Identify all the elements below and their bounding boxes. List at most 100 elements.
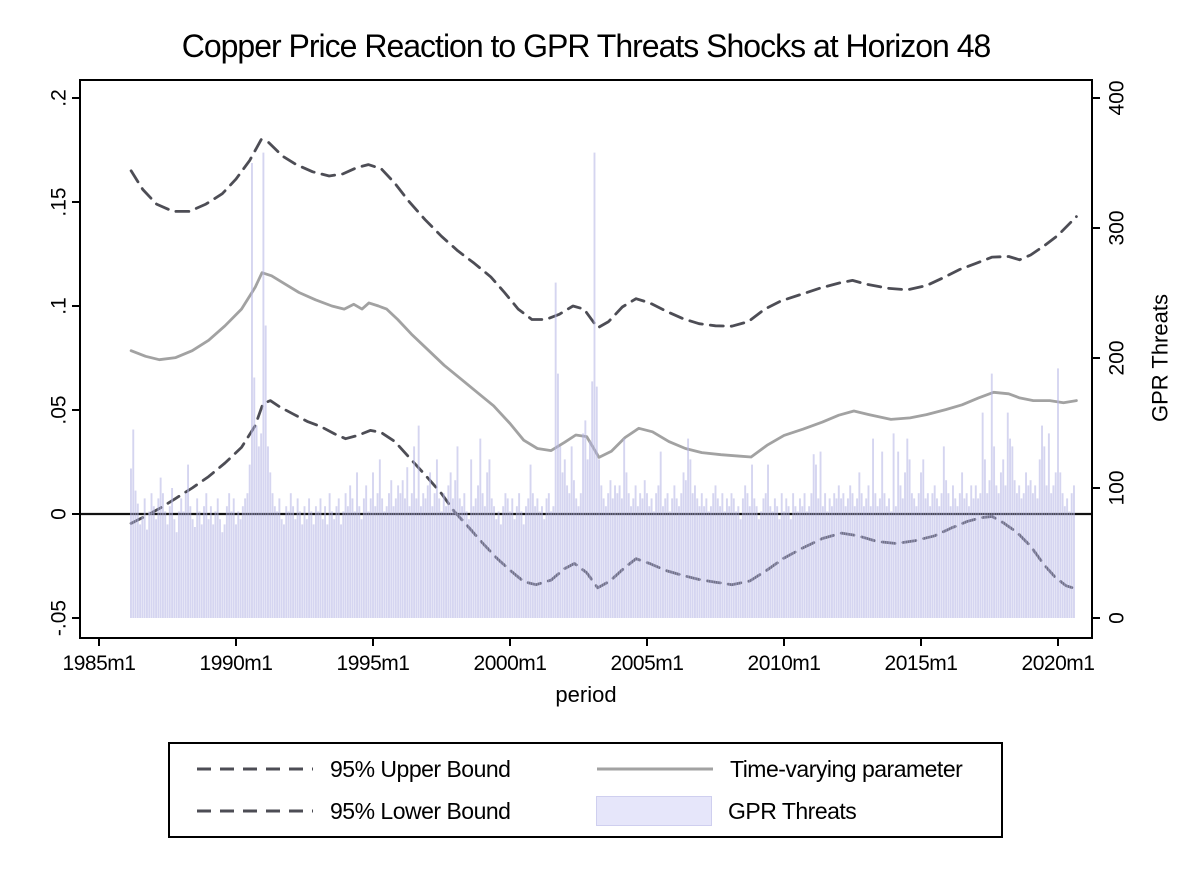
bar xyxy=(273,506,276,618)
bar xyxy=(657,485,660,618)
bar xyxy=(205,493,208,618)
solid-line-sample-icon xyxy=(597,767,713,771)
bar xyxy=(570,446,573,618)
bar xyxy=(520,511,523,618)
bar xyxy=(433,493,436,618)
bar xyxy=(267,446,269,618)
bar xyxy=(648,506,651,618)
bar xyxy=(182,511,185,618)
bar xyxy=(353,511,356,618)
bar xyxy=(719,506,722,618)
bar xyxy=(563,459,566,618)
bar xyxy=(892,433,895,618)
bar xyxy=(687,438,690,618)
bar xyxy=(853,506,856,618)
bar xyxy=(264,325,267,618)
bar xyxy=(175,532,178,618)
bar xyxy=(474,498,477,618)
bar xyxy=(598,459,600,618)
bar xyxy=(187,464,189,618)
bar xyxy=(707,511,710,618)
y-right-axis-title: GPR Threats xyxy=(1148,294,1173,422)
bar xyxy=(821,506,824,618)
bar xyxy=(810,493,813,618)
bar xyxy=(481,493,484,618)
bar xyxy=(691,493,694,618)
bar xyxy=(506,498,509,618)
bar xyxy=(678,506,680,618)
bar xyxy=(767,464,769,618)
bar xyxy=(949,506,952,618)
bar xyxy=(212,524,215,618)
bar xyxy=(942,446,945,618)
bar xyxy=(956,506,959,618)
chart-title: Copper Price Reaction to GPR Threats Sho… xyxy=(181,28,992,64)
bar xyxy=(755,506,758,618)
bar xyxy=(207,519,210,618)
bar xyxy=(741,498,744,618)
bar xyxy=(230,511,233,618)
bar xyxy=(801,506,804,618)
bar xyxy=(1027,485,1030,618)
bar xyxy=(246,493,249,618)
bar xyxy=(1009,438,1011,618)
bar xyxy=(550,511,553,618)
bar xyxy=(1038,459,1041,618)
bar xyxy=(915,506,918,618)
bar xyxy=(579,493,582,618)
bar xyxy=(607,493,610,618)
bar xyxy=(764,493,767,618)
bar xyxy=(732,498,735,618)
bar xyxy=(472,506,475,618)
bar xyxy=(799,498,801,618)
legend-item-gpr-threats: GPR Threats xyxy=(596,796,1001,826)
bar xyxy=(851,493,854,618)
bar xyxy=(940,493,943,618)
bar xyxy=(283,524,285,618)
bar xyxy=(417,425,420,618)
bar xyxy=(808,506,811,618)
bar xyxy=(383,511,386,618)
bar xyxy=(139,524,142,618)
bar xyxy=(748,506,751,618)
bar xyxy=(141,516,144,618)
bar xyxy=(422,493,425,618)
bar xyxy=(694,485,696,618)
bar xyxy=(504,493,507,618)
bar xyxy=(1036,498,1039,618)
bar xyxy=(625,472,628,618)
bar xyxy=(344,493,347,618)
bar xyxy=(595,386,598,618)
bar xyxy=(1052,485,1055,618)
bar xyxy=(794,506,797,618)
bar xyxy=(451,498,454,618)
bar xyxy=(643,480,646,618)
bar xyxy=(502,506,505,618)
bar xyxy=(917,493,920,618)
bar xyxy=(872,438,874,618)
bar xyxy=(586,459,589,618)
bar xyxy=(899,485,902,618)
series-time-varying-parameter xyxy=(129,271,1078,459)
x-tick-label: 2010m1 xyxy=(748,652,821,675)
bar xyxy=(547,493,550,618)
bar xyxy=(721,493,724,618)
bar xyxy=(513,519,516,618)
bar xyxy=(844,506,847,618)
bar xyxy=(906,438,909,618)
bar xyxy=(456,446,459,618)
bar xyxy=(499,524,502,618)
bar xyxy=(196,498,199,618)
bar xyxy=(130,468,132,618)
dashed-line-sample-icon xyxy=(197,809,313,813)
bar xyxy=(751,464,753,618)
bar xyxy=(454,480,457,618)
bar xyxy=(954,498,957,618)
bar xyxy=(970,485,973,618)
bar-swatch-icon xyxy=(596,796,712,826)
bar xyxy=(404,498,406,618)
bar xyxy=(534,506,537,618)
bar xyxy=(671,498,674,618)
y-right-tick-label: 100 xyxy=(1105,470,1128,505)
bar xyxy=(276,511,279,618)
